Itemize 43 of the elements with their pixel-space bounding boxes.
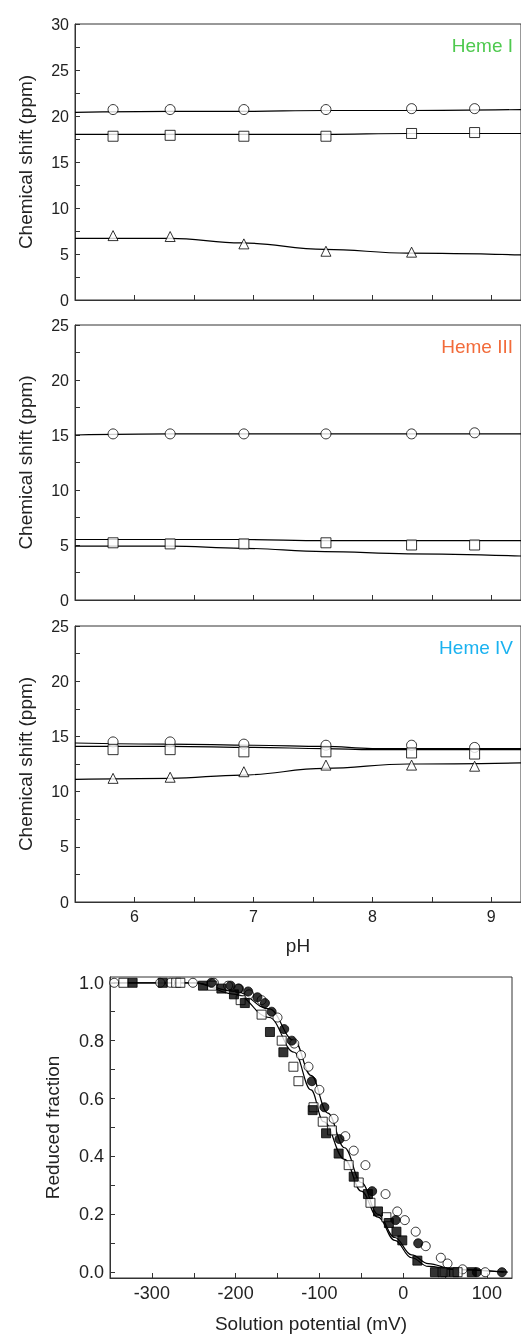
y-tick-label: 30: [51, 15, 70, 33]
y-tick-label: 5: [60, 838, 70, 856]
x-axis-title: Solution potential (mV): [214, 1313, 408, 1334]
y-tick-label: 0.4: [78, 1146, 104, 1167]
y-tick-label: 25: [51, 61, 70, 79]
x-tick-label: 8: [367, 907, 377, 925]
y-axis-title: Chemical shift (ppm): [15, 375, 36, 550]
x-tick-label: -100: [301, 1283, 338, 1303]
y-tick-label: 25: [51, 316, 70, 334]
y-tick-label: 10: [51, 199, 70, 217]
y-axis-title: Chemical shift (ppm): [15, 676, 36, 852]
y-tick-label: 15: [51, 727, 70, 745]
y-axis-title: Reduced fraction: [42, 1055, 63, 1200]
y-tick-label: 0.2: [78, 1204, 104, 1225]
y-tick-label: 10: [51, 783, 70, 801]
x-tick-label: 7: [248, 907, 258, 925]
y-tick-label: 0: [60, 291, 70, 309]
y-tick-label: 20: [51, 371, 70, 389]
annotation: Heme I: [451, 35, 514, 56]
x-tick-label: -200: [217, 1283, 254, 1303]
annotation: Heme III: [441, 336, 514, 357]
y-tick-label: 20: [51, 107, 70, 125]
x-tick-label: 0: [398, 1283, 409, 1303]
x-axis-title: pH: [285, 935, 311, 956]
y-tick-label: 5: [60, 245, 70, 263]
x-tick-label: -300: [133, 1283, 170, 1303]
x-tick-label: 9: [486, 907, 496, 925]
y-tick-label: 15: [51, 426, 70, 444]
y-tick-label: 0.6: [78, 1088, 104, 1109]
y-tick-label: 1.0: [78, 972, 104, 993]
y-tick-label: 10: [51, 481, 70, 499]
x-tick-label: 100: [471, 1283, 502, 1303]
y-tick-label: 20: [51, 672, 70, 690]
y-tick-label: 5: [60, 536, 70, 554]
y-tick-label: 0: [60, 591, 70, 609]
y-tick-label: 15: [51, 153, 70, 171]
y-axis-title: Chemical shift (ppm): [15, 74, 36, 250]
annotation: Heme IV: [439, 637, 514, 658]
y-tick-label: 25: [51, 617, 70, 635]
y-tick-label: 0.0: [78, 1262, 104, 1283]
x-tick-label: 6: [130, 907, 140, 925]
y-tick-label: 0.8: [78, 1030, 104, 1051]
y-tick-label: 0: [60, 893, 70, 911]
